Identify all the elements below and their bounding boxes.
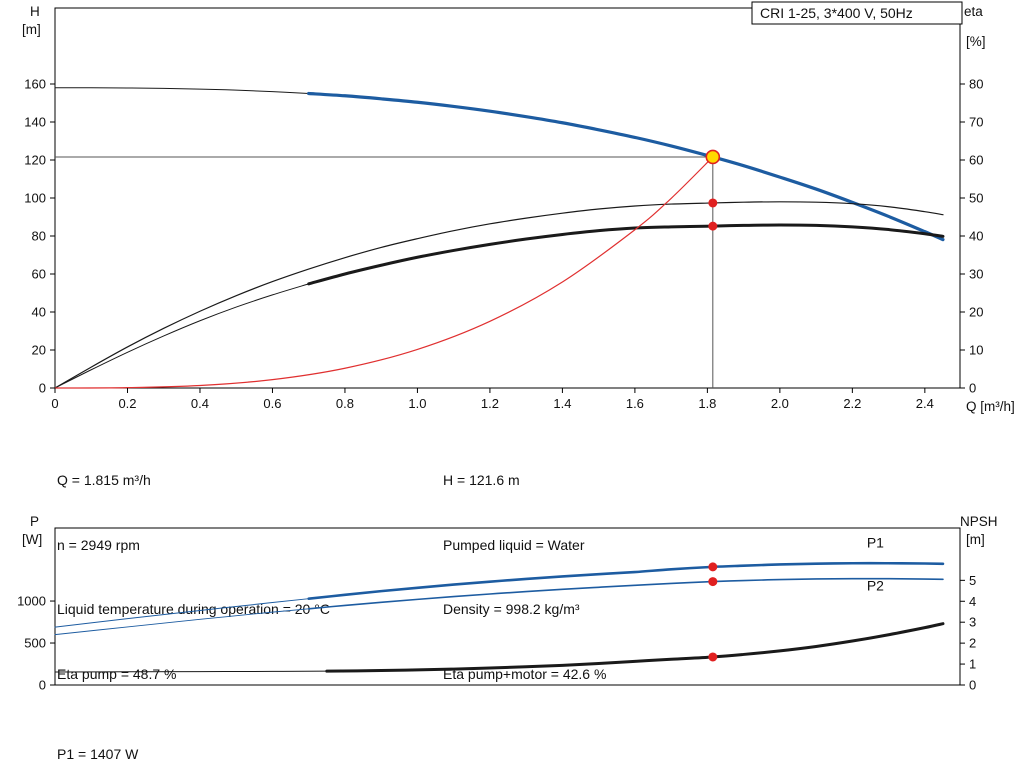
pumped-liquid-value: Pumped liquid = Water — [443, 536, 585, 553]
axis-title: P — [30, 514, 39, 529]
x-axis-tick-label: 1.0 — [408, 396, 426, 411]
right-axis-tick-label: 4 — [969, 594, 976, 609]
npsh-curve-thin — [54, 670, 328, 673]
left-axis-tick-label: 80 — [32, 229, 46, 244]
x-axis-tick-label: 2.0 — [771, 396, 789, 411]
eta-pump-value: Eta pump = 48.7 % — [57, 665, 177, 682]
density-value: Density = 998.2 kg/m³ — [443, 601, 580, 617]
axis-title: [m] — [22, 22, 41, 37]
right-axis-tick-label: 3 — [969, 615, 976, 630]
axis-title: NPSH — [960, 514, 998, 529]
chart-title: CRI 1-25, 3*400 V, 50Hz — [760, 5, 913, 21]
left-axis-tick-label: 100 — [24, 191, 46, 206]
x-axis-tick-label: 2.4 — [916, 396, 934, 411]
curve-label-p1: P1 — [867, 534, 884, 550]
qh-curve-thin — [54, 87, 328, 96]
right-axis-tick-label: 1 — [969, 657, 976, 672]
h-value: H = 121.6 m — [443, 472, 520, 488]
x-axis-tick-label: 0.6 — [263, 396, 281, 411]
right-axis-tick-label: 50 — [969, 191, 983, 206]
qh-curve — [307, 91, 945, 242]
right-axis-tick-label: 5 — [969, 573, 976, 588]
p2-curve — [307, 577, 944, 610]
left-axis-tick-label: 40 — [32, 305, 46, 320]
n-value: n = 2949 rpm — [57, 536, 140, 553]
x-axis-tick-label: 1.6 — [626, 396, 644, 411]
x-axis-tick-label: 1.2 — [481, 396, 499, 411]
right-axis-tick-label: 80 — [969, 77, 983, 92]
right-axis-tick-label: 60 — [969, 153, 983, 168]
left-axis-tick-label: 0 — [39, 678, 46, 693]
left-axis-tick-label: 140 — [24, 115, 46, 130]
right-axis-tick-label: 30 — [969, 267, 983, 282]
hq-eta-chart: 0 20 40 60 80 100 120 140 160 0 10 20 30 40 50 60 70 80 0 0… — [22, 1, 1015, 414]
result-data-bottom: P1 = 1407 W P2 = 1232 W NPSH = 1.34 m — [57, 701, 155, 781]
right-axis-tick-label: 20 — [969, 305, 983, 320]
eta-pump-point — [708, 198, 718, 208]
x-axis-tick-label: 0.8 — [336, 396, 354, 411]
axis-title: eta — [964, 4, 983, 19]
right-axis-tick-label: 0 — [969, 381, 976, 396]
left-axis-tick-label: 60 — [32, 267, 46, 282]
axis-title: [W] — [22, 532, 42, 547]
x-axis-tick-label: 1.8 — [698, 396, 716, 411]
p2-curve-thin — [54, 608, 310, 636]
p1-point — [708, 562, 718, 572]
npsh-curve — [325, 622, 945, 673]
duty-point — [705, 149, 721, 165]
right-axis-tick-label: 2 — [969, 636, 976, 651]
right-axis-tick-label: 0 — [969, 678, 976, 693]
axis-title: H — [30, 4, 40, 19]
axis-title: [%] — [966, 34, 986, 49]
right-axis-tick-label: 70 — [969, 115, 983, 130]
x-axis-tick-label: 1.4 — [553, 396, 571, 411]
p2-point — [708, 577, 718, 587]
x-axis-tick-label: 0 — [51, 396, 58, 411]
p1-curve — [307, 561, 945, 600]
x-axis-tick-label: 2.2 — [843, 396, 861, 411]
eta-pump-motor-curve-thin — [54, 283, 310, 389]
left-axis-tick-label: 0 — [39, 381, 46, 396]
x-axis-tick-label: 0.4 — [191, 396, 209, 411]
plot-border — [54, 527, 961, 686]
plot-border — [54, 7, 961, 389]
eta-pump-motor-point — [708, 221, 718, 231]
left-axis-tick-label: 500 — [24, 636, 46, 651]
eta-pump-motor-curve — [307, 223, 945, 286]
x-axis-tick-label: 0.2 — [118, 396, 136, 411]
left-axis-tick-label: 1000 — [17, 594, 46, 609]
axis-title: Q [m³/h] — [966, 399, 1015, 414]
left-axis-tick-label: 20 — [32, 343, 46, 358]
q-value: Q = 1.815 m³/h — [57, 472, 151, 488]
power-npsh-chart: 0 500 1000 0 1 2 3 4 5 P1 P2 P [W] NPSH [m] — [17, 514, 998, 693]
left-axis-tick-label: 160 — [24, 77, 46, 92]
npsh-point — [708, 652, 718, 662]
p1-value: P1 = 1407 W — [57, 746, 139, 762]
curve-label-p2: P2 — [867, 578, 884, 594]
chart-title-box — [751, 1, 963, 25]
eta-pump-curve — [54, 201, 944, 389]
p1-curve-thin — [54, 598, 310, 628]
left-axis-tick-label: 120 — [24, 153, 46, 168]
system-curve — [54, 156, 714, 389]
right-axis-tick-label: 10 — [969, 343, 983, 358]
right-axis-tick-label: 40 — [969, 229, 983, 244]
axis-title: [m] — [966, 532, 985, 547]
